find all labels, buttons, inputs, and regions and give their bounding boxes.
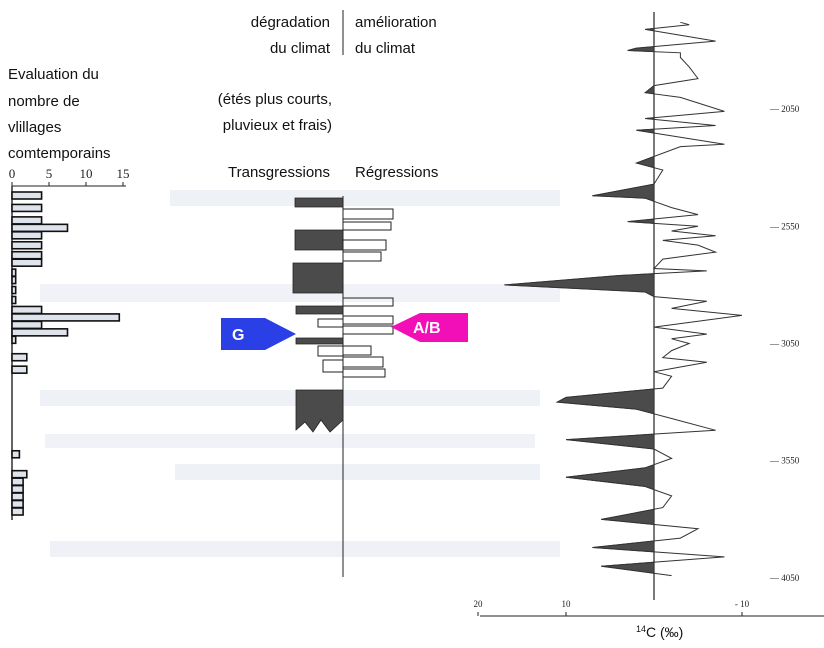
climate-right-header: amélioration (355, 14, 437, 31)
scan-stripe (170, 190, 560, 206)
villages-bar (11, 275, 17, 285)
villages-bar (11, 365, 28, 374)
regression-area (342, 251, 382, 262)
climate-panel: dégradation du climat amélioration du cl… (218, 10, 468, 577)
scan-stripe (175, 464, 540, 480)
climate-right-header: du climat (355, 40, 416, 57)
villages-ticks: 0 5 10 15 (9, 166, 130, 186)
villages-bar (11, 477, 24, 486)
villages-bar (11, 191, 43, 200)
regression-area (342, 297, 394, 307)
climate-note: (étés plus courts, (218, 91, 332, 108)
marker-g-label: G (232, 327, 244, 344)
villages-bar (11, 320, 43, 330)
scan-stripe (40, 390, 540, 406)
villages-tick-label: 10 (80, 166, 93, 181)
c14-y-tick-label: — 3050 (769, 339, 800, 349)
c14-axis-label-sup: 14 (636, 624, 646, 634)
villages-bar (11, 335, 17, 345)
regressions-label: Régressions (355, 164, 438, 181)
regression-area (342, 356, 384, 368)
villages-bar (11, 268, 17, 277)
regression-area (342, 325, 394, 335)
marker-g: G (221, 318, 296, 350)
regression-area (342, 368, 386, 378)
marker-ab-label: A/B (413, 320, 441, 337)
regression-area (342, 345, 372, 356)
villages-bar (11, 240, 43, 250)
c14-positive-area (565, 433, 655, 450)
villages-bar (11, 449, 21, 459)
c14-y-tick-label: — 2050 (769, 104, 800, 114)
villages-bar (11, 203, 43, 213)
climate-left-header: du climat (270, 40, 331, 57)
villages-bar (11, 258, 43, 267)
villages-bar (11, 484, 24, 494)
villages-bar (11, 223, 69, 233)
c14-y-ticks: — 2050 — 2550 — 3050 — 3550 — 4050 (769, 104, 800, 583)
villages-tick-label: 5 (46, 166, 53, 181)
villages-panel: Evaluation du nombre de vlillages comtem… (8, 66, 130, 520)
villages-bar (11, 328, 69, 337)
c14-x-tick-label: 10 (562, 599, 572, 609)
villages-bar (11, 507, 24, 516)
transgression-outline (317, 345, 344, 357)
c14-axis-label-text: C (‰) (646, 624, 683, 640)
villages-bar (11, 231, 43, 240)
marker-ab-arrow (391, 313, 468, 342)
c14-positive-area (592, 183, 655, 202)
villages-bar (11, 492, 24, 501)
transgression-area (294, 197, 344, 208)
villages-bar (11, 285, 17, 295)
transgression-area (295, 389, 344, 433)
transgression-outline (322, 359, 344, 373)
transgression-outline (317, 318, 344, 328)
climate-note: pluvieux et frais) (223, 117, 332, 134)
transgression-area (295, 337, 344, 345)
marker-g-arrow (221, 318, 296, 350)
regression-area (342, 315, 394, 325)
villages-title-line: vlillages (8, 119, 61, 136)
villages-title-line: nombre de (8, 93, 80, 110)
villages-bar (11, 216, 43, 225)
villages-bar (11, 250, 43, 260)
marker-ab: A/B (391, 313, 468, 342)
villages-bar (11, 295, 17, 305)
regression-area (342, 239, 387, 251)
scan-stripe (45, 434, 535, 448)
villages-bar (11, 469, 28, 479)
scan-stripes (40, 190, 560, 557)
villages-bars (11, 191, 121, 516)
villages-bar (11, 305, 43, 315)
transgression-area (294, 229, 344, 251)
climate-left-header: dégradation (251, 14, 330, 31)
villages-tick-label: 0 (9, 166, 16, 181)
c14-y-tick-label: — 4050 (769, 573, 800, 583)
scan-stripe (50, 541, 560, 557)
villages-title-line: Evaluation du (8, 66, 99, 83)
c14-y-tick-label: — 2550 (769, 221, 800, 231)
villages-title-line: comtemporains (8, 145, 111, 162)
regression-area (342, 221, 392, 231)
c14-series-line (504, 21, 743, 577)
transgressions-label: Transgressions (228, 164, 330, 181)
c14-x-ticks: 20 10 - 10 (474, 599, 750, 616)
transgression-area (295, 305, 344, 315)
villages-bar (11, 499, 24, 509)
villages-tick-label: 15 (117, 166, 130, 181)
c14-axis-label: 14C (‰) (636, 624, 683, 640)
c14-y-tick-label: — 3550 (769, 456, 800, 466)
c14-panel: 20 10- 10 — 2050— 2550— 3050— 3550— 4050 … (474, 12, 824, 640)
villages-bar (11, 313, 121, 322)
villages-bar (11, 352, 28, 362)
c14-x-tick-label: 20 (474, 599, 484, 609)
transgression-area (292, 262, 344, 294)
regression-area (342, 208, 394, 220)
c14-x-tick-label: - 10 (735, 599, 750, 609)
